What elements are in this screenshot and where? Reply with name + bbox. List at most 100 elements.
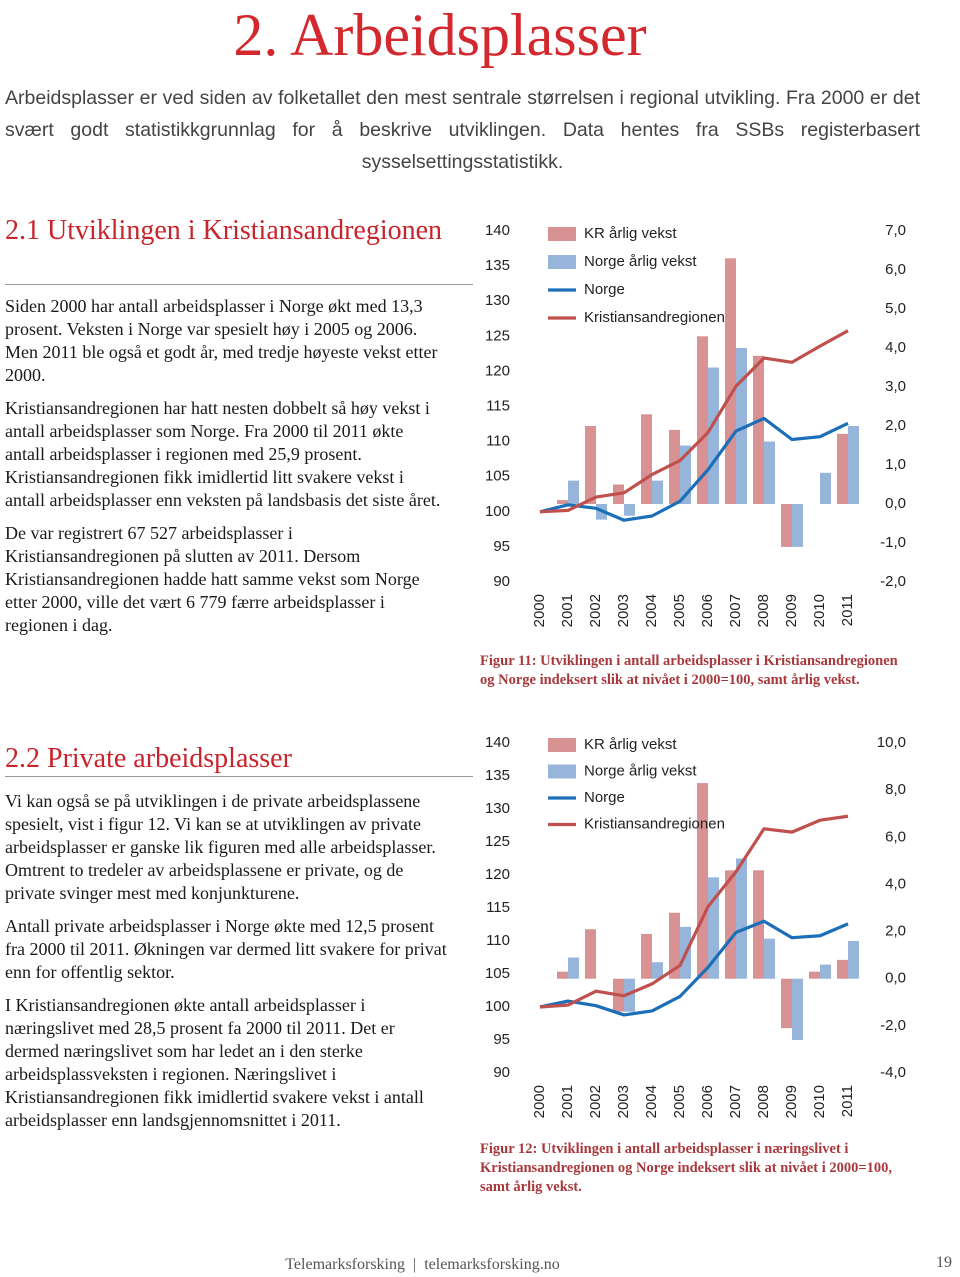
- y-tick-label: 105: [485, 965, 510, 982]
- bar: [764, 938, 775, 979]
- y-tick-label: 125: [485, 833, 510, 850]
- y2-tick-label: -4,0: [880, 1064, 906, 1081]
- y2-tick-label: 6,0: [885, 828, 906, 845]
- x-tick-label: 2008: [755, 594, 772, 627]
- line: [539, 416, 849, 522]
- legend-label: KR årlig vekst: [584, 225, 677, 242]
- intro: Arbeidsplasser er ved siden av folketall…: [5, 87, 920, 173]
- bar: [568, 480, 579, 504]
- legend-label: Kristiansandregionen: [584, 309, 725, 326]
- bar: [708, 367, 719, 504]
- heading-rule: [5, 284, 473, 285]
- x-tick-label: 2000: [531, 1085, 548, 1118]
- x-tick-label: 2007: [727, 594, 744, 627]
- x-tick-label: 2009: [783, 594, 800, 627]
- bar: [557, 500, 568, 504]
- y-tick-label: 90: [493, 1064, 510, 1081]
- bar: [708, 877, 719, 979]
- line: [539, 919, 849, 1017]
- y2-tick-label: -2,0: [880, 573, 906, 590]
- y-tick-label: 135: [485, 767, 510, 784]
- bar: [697, 336, 708, 504]
- legend-swatch: [548, 255, 576, 269]
- y-tick-label: 100: [485, 998, 510, 1015]
- bar: [680, 445, 691, 504]
- figure-caption: Figur 11: Utviklingen i antall arbeidspl…: [480, 653, 898, 688]
- y2-tick-label: 3,0: [885, 378, 906, 395]
- y2-tick-label: -2,0: [880, 1017, 906, 1034]
- legend-label: Norge: [584, 789, 625, 806]
- x-tick-label: 2001: [559, 594, 576, 627]
- y2-tick-label: 4,0: [885, 875, 906, 892]
- bar: [753, 355, 764, 504]
- y2-tick-label: 8,0: [885, 781, 906, 798]
- page-number: 19: [936, 1254, 952, 1271]
- paragraph: Antall private arbeidsplasser i Norge øk…: [5, 916, 447, 982]
- paragraph: Siden 2000 har antall arbeidsplasser i N…: [5, 296, 438, 385]
- footer: Telemarksforsking | telemarksforsking.no: [285, 1256, 560, 1273]
- bar: [697, 783, 708, 979]
- bar: [820, 472, 831, 504]
- paragraph: Kristiansandregionen har hatt nesten dob…: [5, 398, 441, 510]
- y2-tick-label: 2,0: [885, 417, 906, 434]
- bar: [792, 504, 803, 547]
- y2-tick-label: 10,0: [877, 734, 906, 751]
- y-tick-label: 110: [486, 433, 510, 450]
- paragraph: De var registrert 67 527 arbeidsplasser …: [5, 523, 420, 635]
- bar: [725, 870, 736, 979]
- y2-tick-label: 2,0: [885, 923, 906, 940]
- bar: [641, 414, 652, 504]
- bar: [652, 962, 663, 979]
- paragraph: I Kristiansandregionen økte antall arbei…: [5, 995, 424, 1130]
- section-body: Vi kan også se på utviklingen i de priva…: [5, 790, 447, 1142]
- y-tick-label: 90: [493, 573, 510, 590]
- y-tick-label: 120: [485, 866, 510, 883]
- legend-label: Norge årlig vekst: [584, 253, 697, 270]
- x-tick-label: 2011: [839, 1085, 856, 1117]
- legend-label: KR årlig vekst: [584, 736, 677, 753]
- x-tick-label: 2006: [699, 1085, 716, 1118]
- y2-tick-label: 0,0: [885, 495, 906, 512]
- legend-label: Norge årlig vekst: [584, 762, 697, 779]
- x-tick-label: 2001: [559, 1085, 576, 1118]
- section-body: Siden 2000 har antall arbeidsplasser i N…: [5, 295, 447, 647]
- y2-tick-label: 6,0: [885, 261, 906, 278]
- y2-tick-label: -1,0: [880, 534, 906, 551]
- page-title: 2. Arbeidsplasser: [233, 2, 647, 68]
- x-tick-label: 2010: [811, 1085, 828, 1118]
- figure-caption: Figur 12: Utviklingen i antall arbeidspl…: [480, 1141, 892, 1195]
- bar: [781, 978, 792, 1029]
- bar: [764, 441, 775, 504]
- y-tick-label: 130: [485, 292, 510, 309]
- x-tick-label: 2009: [783, 1085, 800, 1118]
- bar: [736, 348, 747, 504]
- bar: [568, 957, 579, 979]
- charts: 90 95 100 105 110 115 120 125 130 135 140 -2,0 -1,0 0…: [485, 222, 906, 1118]
- y-tick-label: 95: [493, 538, 510, 555]
- y-tick-label: 140: [485, 734, 510, 751]
- bar: [736, 858, 747, 979]
- x-tick-label: 2007: [727, 1085, 744, 1118]
- x-tick-label: 2005: [671, 594, 688, 627]
- bar: [624, 504, 635, 516]
- bar: [641, 933, 652, 979]
- legend-label: Kristiansandregionen: [584, 815, 725, 832]
- legend-swatch: [548, 227, 576, 241]
- x-tick-label: 2010: [811, 594, 828, 627]
- x-tick-label: 2003: [615, 1085, 632, 1118]
- y2-tick-label: 5,0: [885, 300, 906, 317]
- bar: [820, 964, 831, 979]
- bar: [585, 426, 596, 504]
- y2-tick-label: 7,0: [885, 222, 906, 239]
- bar: [792, 978, 803, 1040]
- y-tick-label: 120: [485, 362, 510, 379]
- bar: [557, 971, 568, 979]
- x-tick-label: 2003: [615, 594, 632, 627]
- x-tick-label: 2000: [531, 594, 548, 627]
- x-tick-label: 2002: [587, 1085, 604, 1118]
- paragraph: Vi kan også se på utviklingen i de priva…: [5, 791, 436, 903]
- bar: [848, 941, 859, 979]
- y-tick-label: 105: [485, 468, 510, 485]
- section-heading: 2.1 Utviklingen i Kristiansandregionen: [5, 215, 443, 246]
